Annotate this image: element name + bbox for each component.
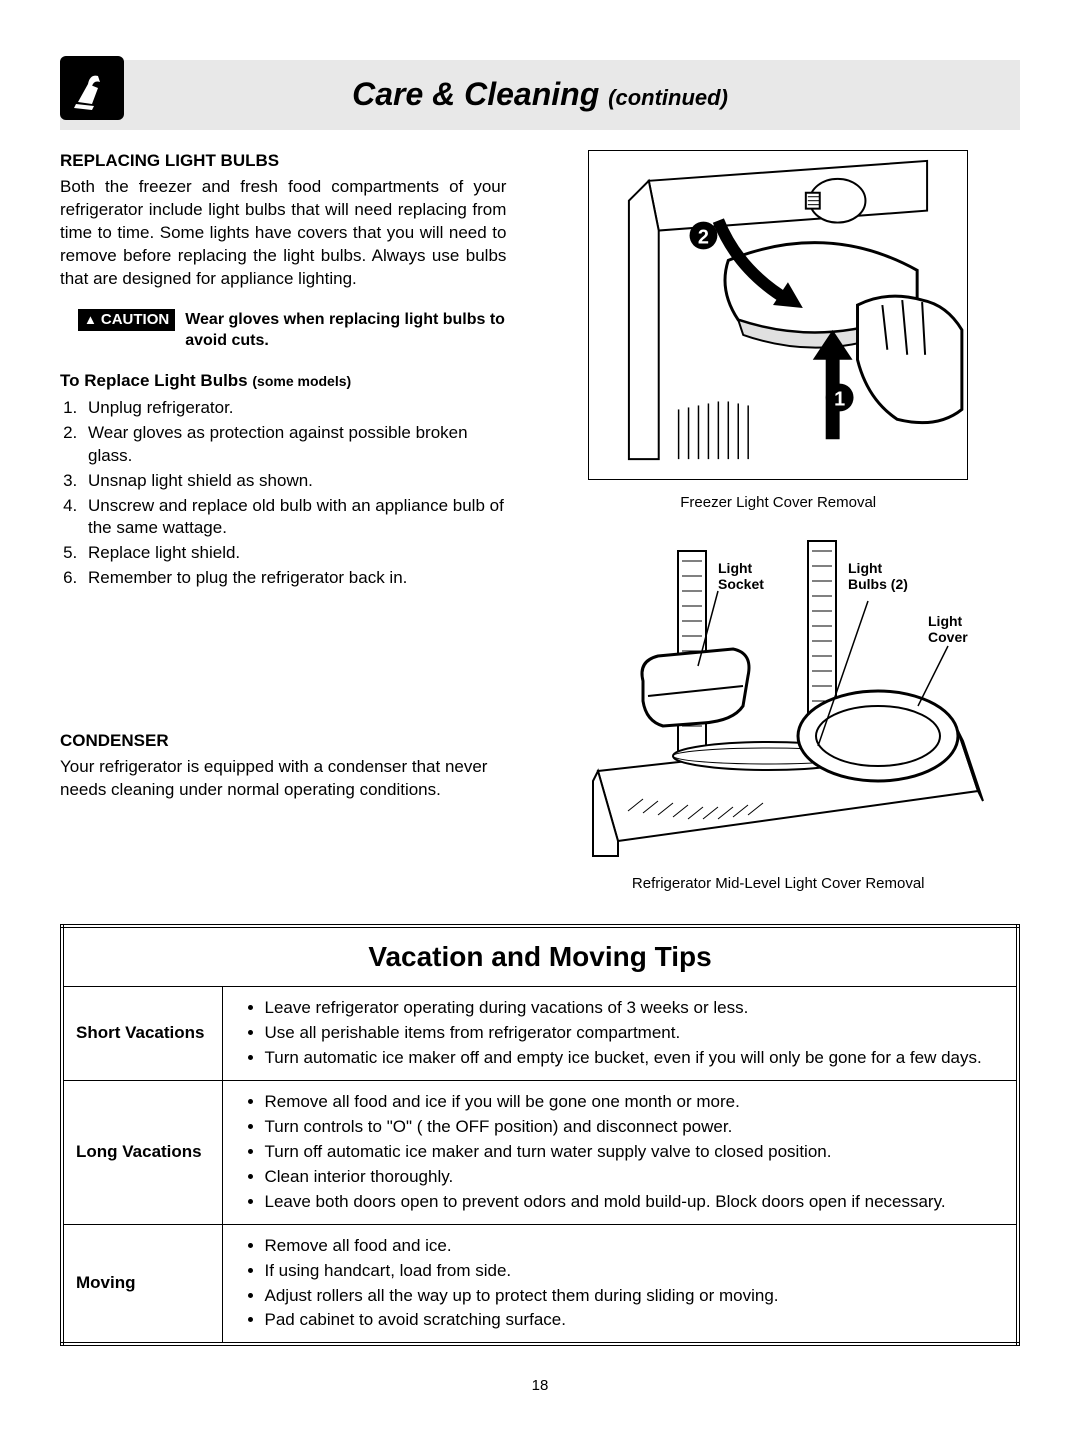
steps-list: Unplug refrigerator. Wear gloves as prot…: [82, 397, 506, 591]
condenser-body: Your refrigerator is equipped with a con…: [60, 756, 506, 802]
list-item: Leave refrigerator operating during vaca…: [265, 997, 1005, 1020]
figure-midlevel-light: Light Socket Light Bulbs (2) Light Cover…: [536, 531, 1020, 894]
svg-text:Cover: Cover: [928, 629, 968, 645]
row-label: Short Vacations: [62, 987, 222, 1081]
svg-text:2: 2: [698, 226, 709, 248]
title-main: Care & Cleaning: [352, 76, 599, 112]
section-header: Care & Cleaning (continued): [60, 60, 1020, 130]
sub-heading-note: (some models): [252, 373, 351, 389]
list-item: Leave both doors open to prevent odors a…: [265, 1191, 1005, 1214]
list-item: Turn off automatic ice maker and turn wa…: [265, 1141, 1005, 1164]
tips-title: Vacation and Moving Tips: [62, 926, 1018, 986]
condenser-heading: CONDENSER: [60, 730, 506, 753]
step-item: Unsnap light shield as shown.: [82, 470, 506, 493]
list-item: Turn automatic ice maker off and empty i…: [265, 1047, 1005, 1070]
list-item: Pad cabinet to avoid scratching surface.: [265, 1309, 1005, 1332]
list-item: If using handcart, load from side.: [265, 1260, 1005, 1283]
figure-freezer-light: 1 2 Freezer Light Cover R: [536, 150, 1020, 513]
caution-text: Wear gloves when replacing light bulbs t…: [185, 309, 506, 352]
step-item: Replace light shield.: [82, 542, 506, 565]
list-item: Use all perishable items from refrigerat…: [265, 1022, 1005, 1045]
table-row: Moving Remove all food and ice. If using…: [62, 1224, 1018, 1344]
row-label: Moving: [62, 1224, 222, 1344]
list-item: Remove all food and ice if you will be g…: [265, 1091, 1005, 1114]
list-item: Adjust rollers all the way up to protect…: [265, 1285, 1005, 1308]
figure1-caption: Freezer Light Cover Removal: [536, 493, 1020, 513]
title-sub: (continued): [608, 85, 728, 110]
row-items: Leave refrigerator operating during vaca…: [222, 987, 1018, 1081]
page-title: Care & Cleaning (continued): [60, 73, 1020, 116]
table-row: Short Vacations Leave refrigerator opera…: [62, 987, 1018, 1081]
row-label: Long Vacations: [62, 1080, 222, 1224]
row-items: Remove all food and ice. If using handca…: [222, 1224, 1018, 1344]
cleaning-icon: [60, 56, 124, 120]
svg-text:Bulbs (2): Bulbs (2): [848, 576, 908, 592]
page-number: 18: [60, 1376, 1020, 1396]
list-item: Remove all food and ice.: [265, 1235, 1005, 1258]
sub-heading-text: To Replace Light Bulbs: [60, 371, 248, 390]
bulbs-body: Both the freezer and fresh food compartm…: [60, 176, 506, 291]
list-item: Turn controls to "O" ( the OFF position)…: [265, 1116, 1005, 1139]
replace-subheading: To Replace Light Bulbs (some models): [60, 370, 506, 393]
row-items: Remove all food and ice if you will be g…: [222, 1080, 1018, 1224]
label-light-bulbs: Light: [848, 560, 883, 576]
tips-table: Vacation and Moving Tips Short Vacations…: [60, 924, 1020, 1346]
svg-text:1: 1: [834, 388, 845, 410]
figure2-caption: Refrigerator Mid-Level Light Cover Remov…: [536, 874, 1020, 894]
caution-label: CAUTION: [78, 309, 175, 331]
step-item: Remember to plug the refrigerator back i…: [82, 567, 506, 590]
step-item: Unplug refrigerator.: [82, 397, 506, 420]
table-row: Long Vacations Remove all food and ice i…: [62, 1080, 1018, 1224]
bulbs-heading: REPLACING LIGHT BULBS: [60, 150, 506, 173]
caution-box: CAUTION Wear gloves when replacing light…: [78, 309, 506, 352]
step-item: Unscrew and replace old bulb with an app…: [82, 495, 506, 541]
label-light-cover: Light: [928, 613, 963, 629]
list-item: Clean interior thoroughly.: [265, 1166, 1005, 1189]
label-light-socket: Light: [718, 560, 753, 576]
svg-text:Socket: Socket: [718, 576, 764, 592]
step-item: Wear gloves as protection against possib…: [82, 422, 506, 468]
